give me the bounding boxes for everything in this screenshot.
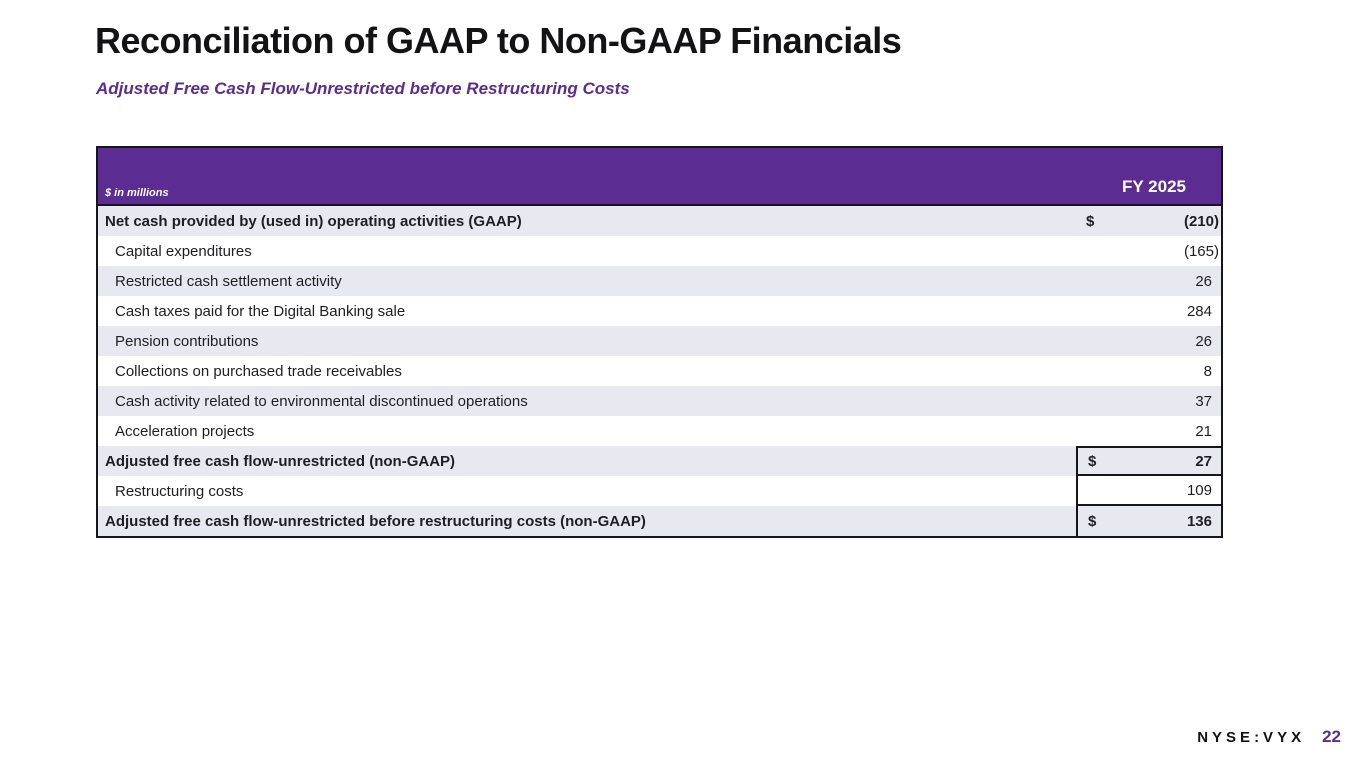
table-header: $ in millions FY 2025 [98,148,1221,206]
value-cell: $ 136 [1076,506,1221,536]
table-row: Net cash provided by (used in) operating… [98,206,1221,236]
row-value: 37 [1195,392,1212,410]
table-row: Capital expenditures (165) [98,236,1221,266]
row-value: 8 [1203,362,1212,380]
page-number: 22 [1322,727,1341,746]
table-body: Net cash provided by (used in) operating… [98,206,1221,536]
table-row: Acceleration projects 21 [98,416,1221,446]
value-cell: 26 [1076,266,1221,296]
currency-symbol: $ [1086,212,1095,230]
page-title: Reconciliation of GAAP to Non-GAAP Finan… [95,20,902,61]
table-row: Restructuring costs 109 [98,476,1221,506]
value-cell: (165) [1076,236,1221,266]
row-value: 109 [1186,481,1212,499]
row-label: Cash activity related to environmental d… [115,392,528,410]
column-header-fy2025: FY 2025 [1122,177,1186,196]
row-value: (165) [1183,242,1219,260]
row-value: (210) [1183,212,1219,230]
row-label: Restructuring costs [115,482,244,500]
row-label: Adjusted free cash flow-unrestricted bef… [105,512,646,530]
row-value: 136 [1186,512,1212,530]
value-cell: 8 [1076,356,1221,386]
row-label: Adjusted free cash flow-unrestricted (no… [105,452,456,470]
value-cell: $ 27 [1076,446,1221,476]
row-label: Collections on purchased trade receivabl… [115,362,402,380]
row-value: 27 [1195,452,1212,470]
value-cell: 26 [1076,326,1221,356]
table-row: Restricted cash settlement activity 26 [98,266,1221,296]
value-cell: 37 [1076,386,1221,416]
table-row: Adjusted free cash flow-unrestricted (no… [98,446,1221,476]
value-cell: 109 [1076,476,1221,506]
page-subtitle: Adjusted Free Cash Flow-Unrestricted bef… [96,79,630,98]
row-label: Pension contributions [115,332,259,350]
row-value: 284 [1186,302,1212,320]
reconciliation-table: $ in millions FY 2025 Net cash provided … [96,146,1223,538]
row-label: Net cash provided by (used in) operating… [105,212,522,230]
currency-symbol: $ [1088,512,1097,530]
table-row: Adjusted free cash flow-unrestricted bef… [98,506,1221,536]
table-row: Collections on purchased trade receivabl… [98,356,1221,386]
row-label: Acceleration projects [115,422,255,440]
table-row: Cash taxes paid for the Digital Banking … [98,296,1221,326]
row-label: Capital expenditures [115,242,252,260]
row-value: 26 [1195,272,1212,290]
row-label: Restricted cash settlement activity [115,272,342,290]
unit-label: $ in millions [105,187,169,199]
table-row: Cash activity related to environmental d… [98,386,1221,416]
table-row: Pension contributions 26 [98,326,1221,356]
currency-symbol: $ [1088,452,1097,470]
row-label: Cash taxes paid for the Digital Banking … [115,302,406,320]
value-cell: 21 [1076,416,1221,446]
ticker-label: NYSE:VYX [1197,729,1306,746]
row-value: 26 [1195,332,1212,350]
row-value: 21 [1195,422,1212,440]
value-cell: 284 [1076,296,1221,326]
footer: NYSE:VYX 22 [1197,727,1341,747]
value-cell: $ (210) [1076,206,1221,236]
